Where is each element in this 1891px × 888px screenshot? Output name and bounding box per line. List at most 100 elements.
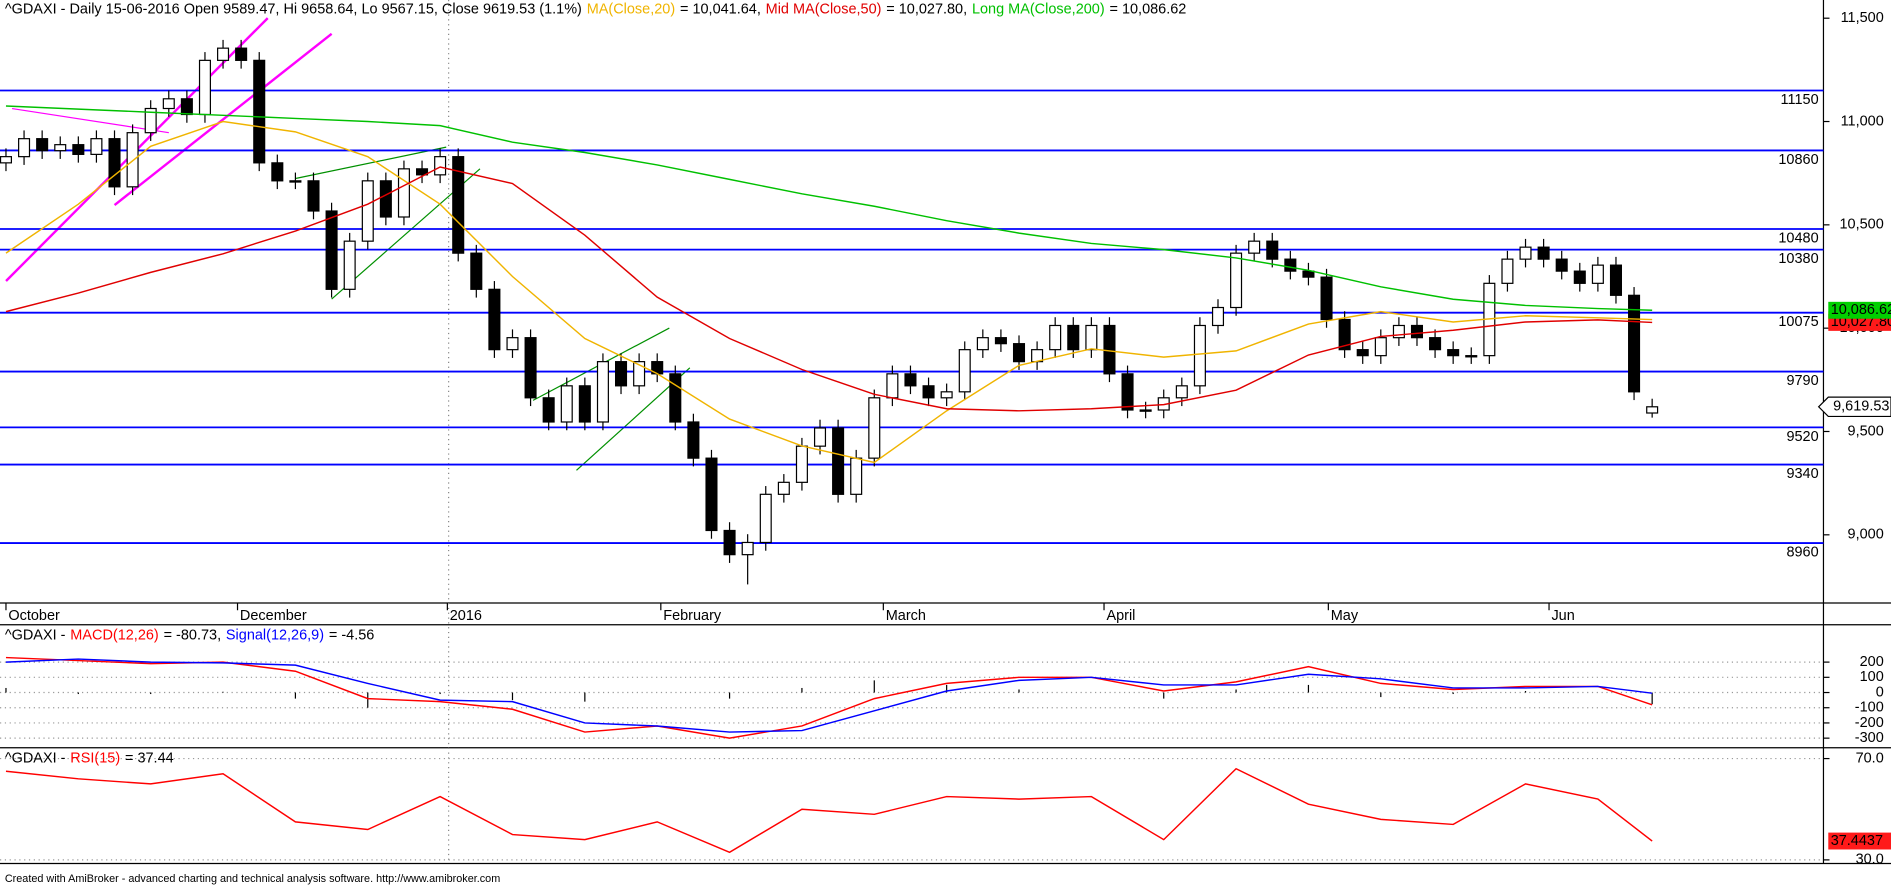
candle-body (217, 47, 230, 61)
value-tag-label: 10,086.62 (1831, 302, 1891, 318)
candle-body (90, 138, 103, 155)
candle-body (488, 288, 501, 351)
series-line (5, 105, 1653, 311)
y-tick-label: 0 (1876, 684, 1884, 700)
y-tick-label: -200 (1855, 715, 1884, 731)
candle-body (1266, 240, 1279, 260)
candle-body (578, 385, 591, 423)
candle-body (1049, 324, 1062, 351)
candle-body (1519, 246, 1532, 260)
candle-body (633, 361, 646, 387)
series-line (5, 767, 1653, 854)
trend-line (295, 146, 447, 180)
candle-body (1012, 343, 1026, 363)
candle-body (1356, 349, 1369, 357)
panel-header: ^GDAXI - MACD(12,26) = -80.73, Signal(12,26… (5, 627, 375, 643)
level-label: 9790 (1786, 373, 1818, 389)
legend-name: MA(Close,20) (587, 1, 675, 17)
candle-body (1338, 318, 1351, 351)
candle-body (307, 180, 320, 212)
x-tick-label: 2016 (450, 608, 482, 624)
header-title: ^GDAXI - (5, 627, 66, 643)
candle-body (795, 445, 808, 483)
candle-body (108, 138, 121, 188)
candle-body (886, 373, 899, 399)
candle-body (36, 138, 49, 152)
value-tag-label: 37.4437 (1831, 833, 1883, 849)
candle-body (289, 180, 302, 183)
value-tag (1828, 832, 1891, 850)
candle-body (1248, 240, 1261, 254)
candle-body (379, 180, 392, 218)
candle-body (1410, 324, 1424, 339)
header-title: ^GDAXI - Daily 15-06-2016 Open 9589.47, … (5, 1, 582, 17)
candle-body (669, 373, 682, 423)
legend-name: Signal(12,26,9) (226, 627, 324, 643)
candle-body (72, 144, 85, 155)
candle-body (416, 168, 429, 176)
candle-body (1429, 337, 1442, 351)
x-tick-label: October (8, 608, 60, 624)
candle-body (994, 337, 1007, 345)
candle-body (1573, 270, 1586, 284)
y-tick-label: 100 (1860, 669, 1884, 685)
candle-body (343, 240, 356, 290)
candle-body (1646, 406, 1659, 414)
trend-line (113, 32, 333, 206)
legend-name: Mid MA(Close,50) (766, 1, 882, 17)
candle-body (1447, 349, 1460, 357)
candle-body (1392, 324, 1405, 339)
candle-body (777, 481, 790, 495)
x-tick-label: Jun (1551, 608, 1574, 624)
candle-body (1591, 264, 1604, 284)
x-tick-label: December (240, 608, 307, 624)
candle-body (850, 457, 863, 495)
level-label: 10480 (1778, 230, 1818, 246)
candle-body (470, 252, 483, 290)
close-tag (1817, 396, 1891, 418)
legend-name: MACD(12,26) (70, 627, 158, 643)
x-tick-label: April (1106, 608, 1135, 624)
legend-value: = 10,027.80, (886, 1, 967, 17)
trend-line (11, 107, 169, 134)
y-tick-label: 11,500 (1841, 10, 1884, 26)
legend-name: RSI(15) (70, 750, 120, 766)
candle-body (958, 349, 971, 393)
candle-body (596, 361, 609, 423)
footer: Created with AmiBroker - advanced charti… (5, 873, 500, 885)
candle-body (54, 144, 67, 152)
header-title: ^GDAXI - (5, 750, 66, 766)
level-label: 11150 (1781, 92, 1819, 108)
candle-body (687, 421, 700, 459)
candle-body (1628, 294, 1641, 393)
candle-body (397, 168, 410, 218)
legend-value: = 37.44 (125, 750, 174, 766)
candle-body (325, 210, 338, 290)
candle-body (542, 397, 555, 423)
candle-body (614, 361, 628, 387)
candle-body (832, 427, 845, 495)
candle-body (271, 162, 284, 182)
candle-body (0, 156, 12, 164)
candle-body (144, 107, 157, 134)
candle-body (1465, 355, 1478, 358)
y-tick-label: 200 (1860, 654, 1884, 670)
level-label: 9520 (1786, 429, 1818, 445)
series-line (5, 658, 1653, 733)
level-label: 8960 (1786, 545, 1818, 561)
level-label: 9340 (1786, 466, 1818, 482)
series-line (5, 120, 1653, 464)
candle-body (1121, 373, 1134, 411)
x-tick-label: May (1331, 608, 1359, 624)
y-tick-label: -300 (1855, 730, 1884, 746)
candle-body (162, 98, 175, 110)
candle-body (1284, 258, 1297, 272)
panel-header: ^GDAXI - RSI(15) = 37.44 (5, 750, 174, 766)
level-label: 10075 (1778, 314, 1818, 330)
candle-body (434, 156, 447, 176)
candle-body (1302, 270, 1315, 278)
candle-body (361, 180, 374, 242)
y-tick-label: 9,500 (1848, 423, 1884, 439)
